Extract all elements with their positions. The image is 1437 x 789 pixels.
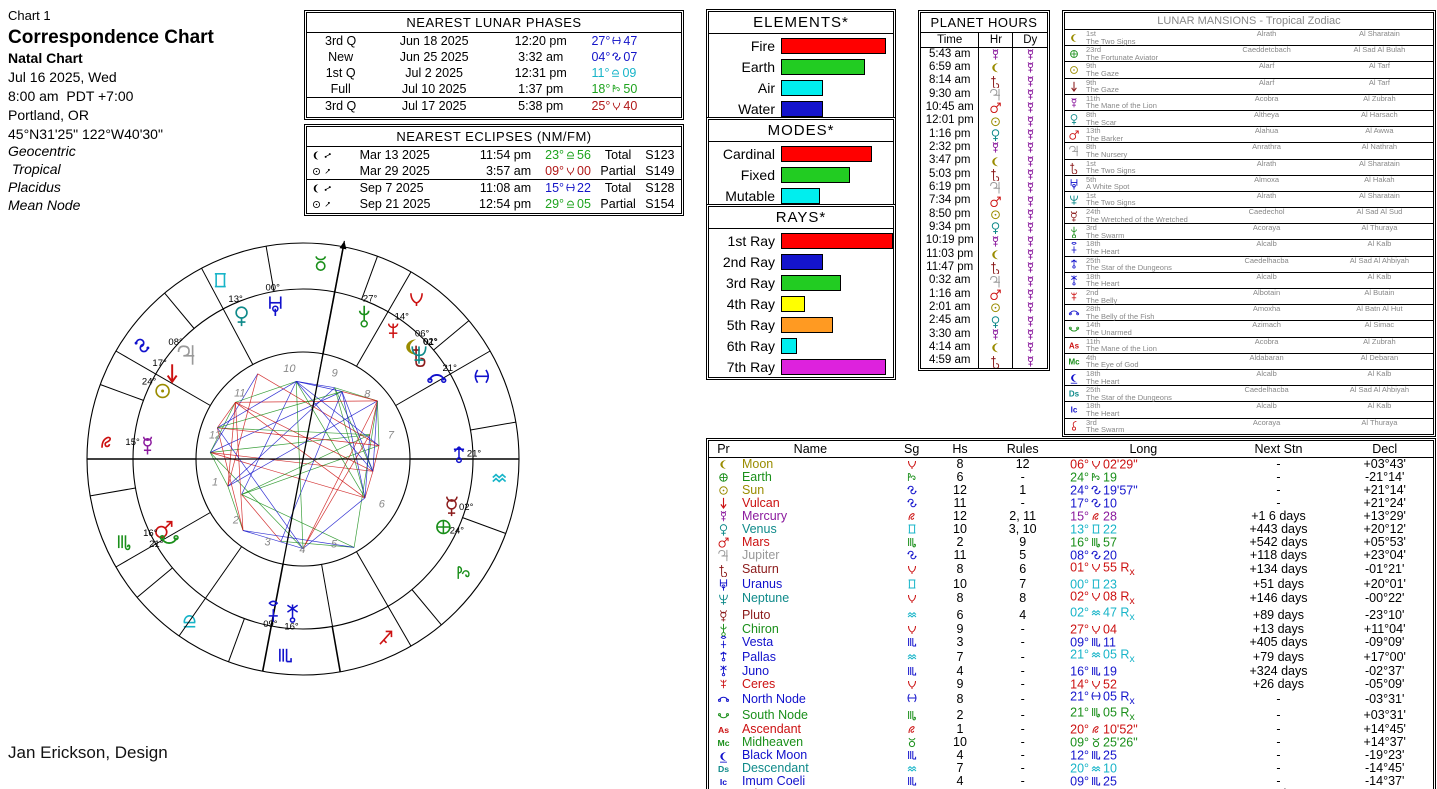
svg-text:3: 3 — [265, 537, 272, 549]
svg-text:08°: 08° — [168, 337, 183, 348]
svg-text:11: 11 — [234, 387, 245, 399]
svg-text:1: 1 — [212, 477, 218, 489]
svg-text:4: 4 — [299, 544, 305, 556]
svg-text:16°: 16° — [143, 528, 158, 539]
svg-text:16°: 16° — [284, 622, 299, 633]
svg-text:00°: 00° — [266, 283, 281, 294]
svg-text:24°: 24° — [142, 377, 157, 388]
svg-text:09°: 09° — [263, 619, 278, 630]
svg-text:6: 6 — [379, 498, 386, 510]
svg-text:13°: 13° — [228, 294, 243, 305]
svg-text:7: 7 — [388, 429, 395, 441]
svg-text:8: 8 — [364, 389, 371, 401]
svg-text:17°: 17° — [152, 358, 167, 369]
svg-text:27°: 27° — [363, 294, 378, 305]
svg-text:15°: 15° — [125, 437, 140, 448]
svg-text:2: 2 — [232, 514, 239, 526]
svg-text:02°: 02° — [459, 502, 474, 513]
svg-text:21°: 21° — [467, 448, 482, 459]
svg-text:9: 9 — [332, 368, 338, 380]
svg-text:02°: 02° — [423, 337, 438, 348]
svg-text:21°: 21° — [149, 539, 164, 550]
svg-text:10: 10 — [283, 363, 296, 375]
svg-text:14°: 14° — [395, 311, 410, 322]
svg-text:5: 5 — [331, 538, 338, 550]
svg-text:12: 12 — [209, 429, 221, 441]
svg-text:24°: 24° — [450, 526, 465, 537]
svg-text:21°: 21° — [443, 363, 458, 374]
